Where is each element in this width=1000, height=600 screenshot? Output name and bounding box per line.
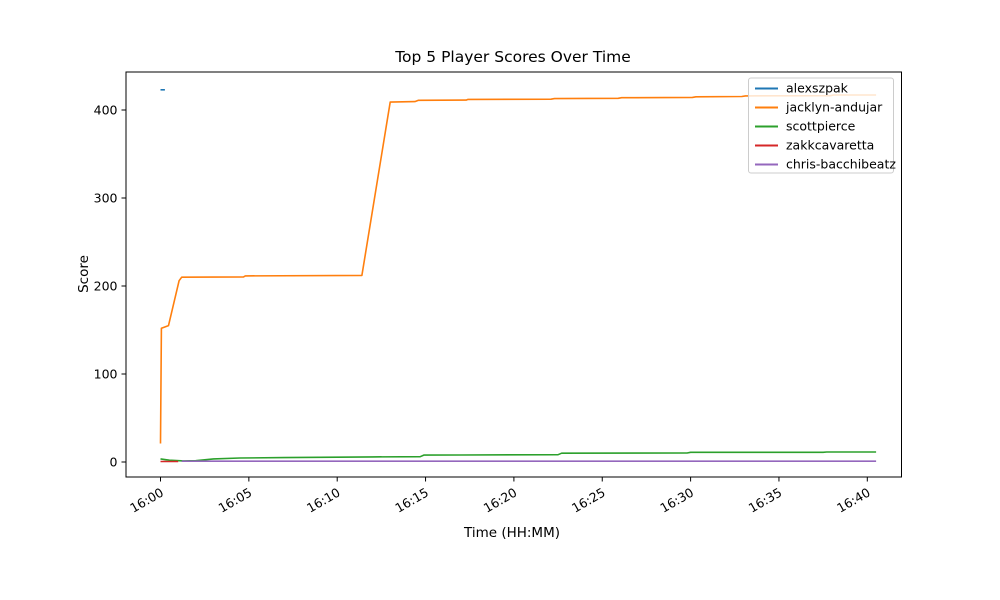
x-axis-ticks: 16:00 16:05 16:10 16:15 16:20 16:25 16:30 16:35…	[127, 477, 873, 516]
x-tick-label: 16:20	[481, 485, 520, 516]
series-line-jacklyn-andujar	[159, 94, 877, 444]
legend-label-zakkcavaretta: zakkcavaretta	[786, 138, 874, 153]
legend-label-alexszpak: alexszpak	[786, 81, 849, 96]
chart-title: Top 5 Player Scores Over Time	[394, 48, 631, 66]
legend-label-jacklyn-andujar: jacklyn-andujar	[785, 100, 883, 115]
y-tick-label: 200	[94, 279, 118, 294]
series-line-scottpierce	[160, 451, 877, 462]
legend: alexszpak jacklyn-andujar scottpierce zakkc…	[748, 77, 896, 174]
legend-box	[748, 77, 894, 174]
y-tick-label: 400	[94, 103, 118, 118]
x-axis-label: Time (HH:MM)	[463, 525, 560, 541]
x-tick-label: 16:15	[392, 485, 431, 516]
x-tick-label: 16:10	[304, 485, 343, 516]
legend-label-chris-bacchibeatz: chris-bacchibeatz	[786, 157, 896, 172]
x-tick-label: 16:40	[834, 485, 873, 516]
x-tick-label: 16:05	[216, 485, 255, 516]
y-tick-label: 100	[94, 367, 118, 382]
y-tick-label: 0	[110, 455, 118, 470]
legend-label-scottpierce: scottpierce	[786, 119, 856, 134]
x-tick-label: 16:00	[127, 485, 166, 516]
y-tick-label: 300	[94, 191, 118, 206]
y-axis-ticks: 0 100 200 300 400	[94, 103, 126, 470]
x-tick-label: 16:30	[657, 485, 696, 516]
y-axis-label: Score	[76, 255, 92, 293]
x-tick-label: 16:25	[569, 485, 608, 516]
x-tick-label: 16:35	[746, 485, 785, 516]
